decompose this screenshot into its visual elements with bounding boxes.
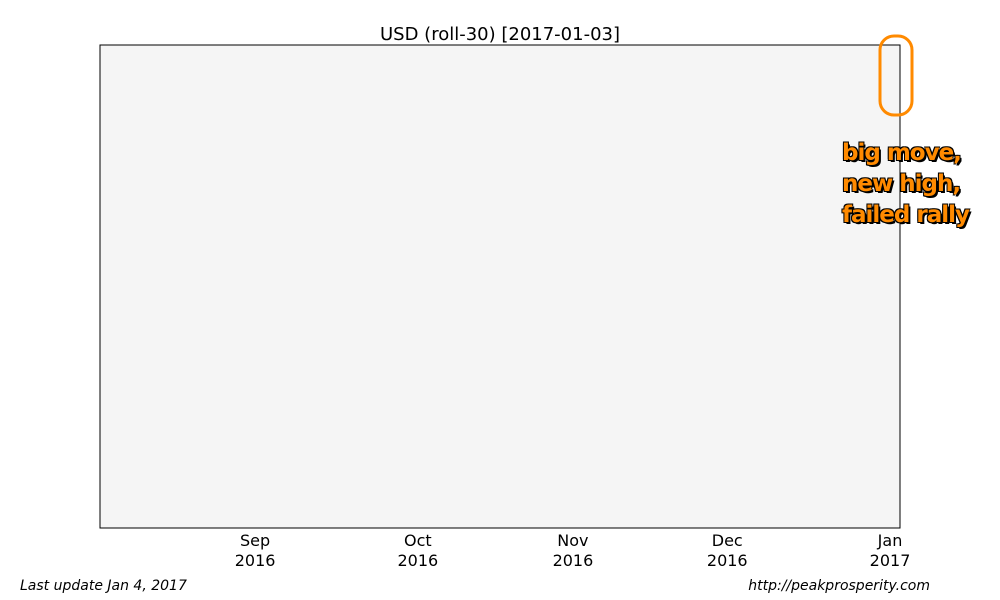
annotation: big move, new high, failed rally <box>842 140 970 228</box>
x-tick-label: Sep 2016 <box>234 531 276 570</box>
footer-left: Last update Jan 4, 2017 <box>20 578 187 594</box>
x-tick-label: Oct 2016 <box>397 531 439 570</box>
x-tick-label: Jan 2017 <box>869 531 911 570</box>
x-tick-label: Dec 2016 <box>706 531 748 570</box>
footer-right: http://peakprosperity.com <box>748 578 930 594</box>
plot-bg <box>100 45 900 528</box>
plot-frame <box>99 44 901 529</box>
x-tick-label: Nov 2016 <box>552 531 594 570</box>
chart-title: USD (roll-30) [2017-01-03] <box>380 24 620 45</box>
highlight <box>878 34 914 117</box>
